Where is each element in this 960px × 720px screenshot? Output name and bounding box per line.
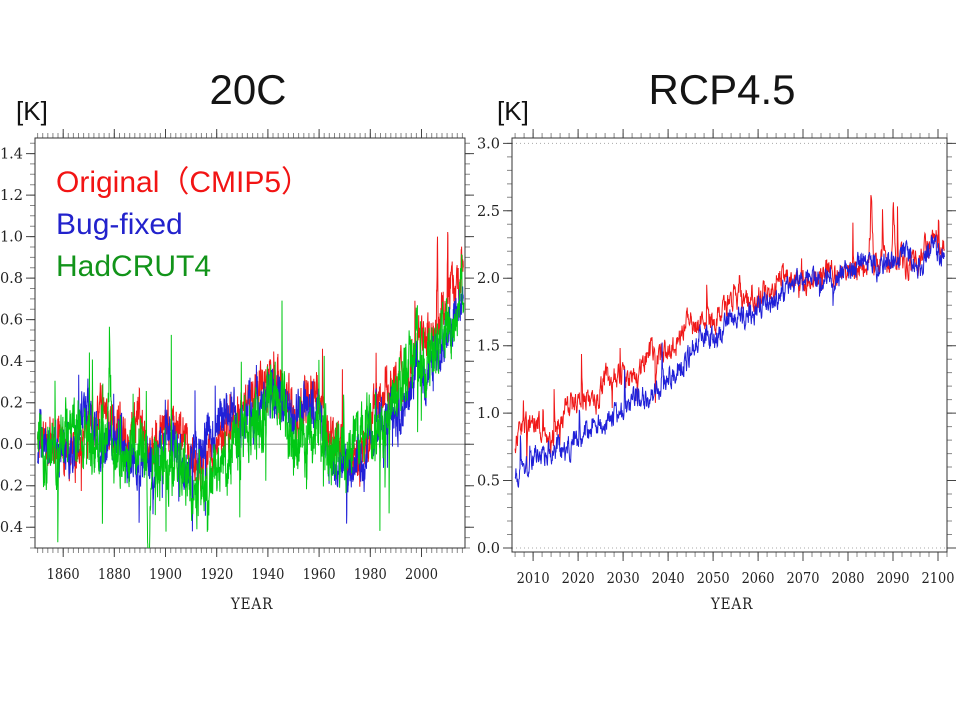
x-tick-label: 2040: [652, 569, 685, 587]
minor-ticks: [507, 133, 952, 557]
x-tick-label: 2070: [787, 569, 820, 587]
y-tick-label: -0.4: [0, 520, 23, 536]
x-tick-label: 1960: [303, 565, 336, 583]
x-tick-label: 2030: [607, 569, 640, 587]
plot-frame: [511, 137, 948, 553]
y-unit-label-right: [K]: [497, 96, 529, 126]
legend: Original（CMIP5） Bug-fixed HadCRUT4: [56, 162, 311, 288]
chart-title-rcp45: RCP4.5: [648, 66, 796, 113]
x-tick-label: 2010: [517, 569, 550, 587]
y-tick-label: 0.5: [477, 474, 500, 490]
y-tick-label: 2.5: [477, 204, 500, 220]
y-tick-label: 0.0: [0, 437, 23, 453]
y-tick-label: 0.8: [0, 271, 23, 287]
legend-item-hadcrut4: HadCRUT4: [56, 250, 212, 283]
major-ticks: [26, 129, 474, 557]
y-tick-label: 2.0: [477, 271, 500, 287]
legend-item-original-cmip5: Original（CMIP5）: [56, 166, 312, 199]
y-tick-label: -0.2: [0, 479, 23, 495]
x-tick-label: 2080: [832, 569, 865, 587]
y-tick-label: 0.0: [477, 541, 500, 557]
y-unit-label-left: [K]: [16, 96, 48, 126]
y-tick-label: 1.0: [0, 230, 23, 246]
x-axis-label-left: YEAR: [230, 594, 274, 613]
x-tick-label: 2100: [922, 569, 955, 587]
x-tick-label: 1980: [354, 565, 387, 583]
x-tick-label: 2050: [697, 569, 730, 587]
chart-title-20c: 20C: [209, 66, 287, 113]
y-tick-label: 1.2: [0, 188, 23, 204]
x-tick-label: 2000: [405, 565, 438, 583]
series-line-blue-series: [514, 234, 945, 488]
y-tick-label: 0.6: [0, 313, 23, 329]
y-tick-label: 3.0: [477, 136, 500, 152]
x-tick-label: 2020: [562, 569, 595, 587]
y-tick-label: 1.5: [477, 339, 500, 355]
series-line-red-series: [514, 195, 945, 469]
series-line-hadcrut4: [37, 254, 465, 548]
x-tick-label: 1940: [251, 565, 284, 583]
x-tick-label: 2090: [877, 569, 910, 587]
major-ticks: [503, 129, 956, 561]
x-tick-label: 2060: [742, 569, 775, 587]
x-axis-label-right: YEAR: [710, 594, 754, 613]
x-tick-label: 1900: [149, 565, 182, 583]
y-tick-label: 0.2: [0, 396, 23, 412]
plot-frame: [34, 137, 466, 549]
y-tick-label: 1.0: [477, 406, 500, 422]
x-tick-label: 1860: [47, 565, 80, 583]
x-tick-label: 1920: [200, 565, 233, 583]
series-line-bug-fixed: [37, 286, 464, 532]
legend-item-bug-fixed: Bug-fixed: [56, 208, 183, 241]
y-tick-label: 1.4: [0, 147, 23, 163]
y-tick-label: 0.4: [0, 354, 23, 370]
x-tick-label: 1880: [98, 565, 131, 583]
